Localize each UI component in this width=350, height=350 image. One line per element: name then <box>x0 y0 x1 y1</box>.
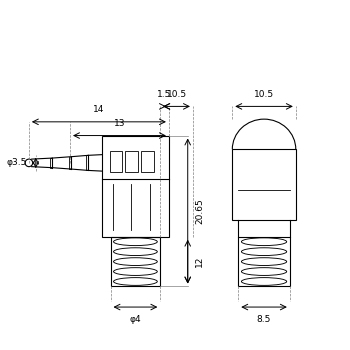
Bar <box>111 237 160 287</box>
Bar <box>232 149 296 219</box>
Bar <box>86 155 88 170</box>
Text: 1.5: 1.5 <box>158 90 172 99</box>
Text: 14: 14 <box>93 105 105 114</box>
Bar <box>102 135 169 237</box>
Text: 13: 13 <box>114 119 125 128</box>
Text: 12: 12 <box>195 256 204 267</box>
Bar <box>238 237 290 287</box>
Text: φ4: φ4 <box>130 315 141 324</box>
Bar <box>125 151 138 172</box>
Bar <box>69 157 71 169</box>
Text: 10.5: 10.5 <box>254 90 274 99</box>
Text: 20.65: 20.65 <box>195 198 204 224</box>
Text: φ3.5: φ3.5 <box>7 158 27 167</box>
Bar <box>50 158 52 168</box>
Bar <box>141 151 154 172</box>
Bar <box>110 151 122 172</box>
Text: 8.5: 8.5 <box>257 315 271 324</box>
Text: 10.5: 10.5 <box>167 90 187 99</box>
